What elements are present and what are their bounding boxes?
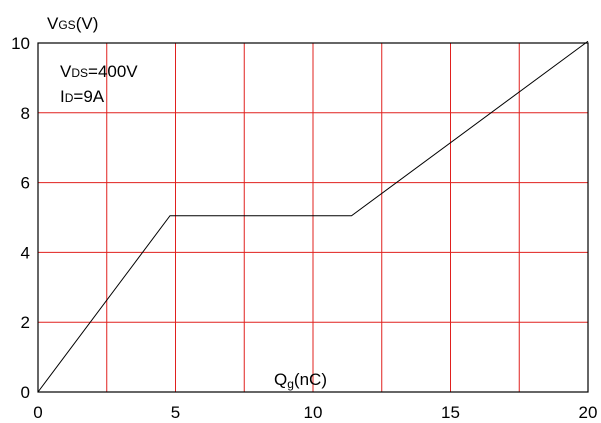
y-tick-labels: 0 2 4 6 8 10 (11, 34, 30, 402)
x-axis-label-main: Q (274, 370, 287, 389)
series-layer (37, 40, 589, 393)
x-tick-label: 15 (441, 403, 460, 422)
plot-frame (37, 42, 589, 393)
x-tick-label: 10 (304, 403, 323, 422)
grid-lines (38, 43, 588, 392)
y-axis-label-unit: (V) (76, 14, 99, 33)
annotation-id-sub: D (65, 91, 74, 105)
x-axis-label-unit: (nC) (294, 370, 327, 389)
annotation-vds-rest: =400V (88, 62, 138, 81)
annotation-vds-sub: DS (71, 66, 88, 80)
series-line (37, 40, 589, 393)
y-tick-label: 6 (21, 174, 30, 193)
x-tick-label: 5 (171, 403, 180, 422)
y-tick-label: 8 (21, 104, 30, 123)
x-axis-label-sub: g (287, 377, 294, 391)
y-axis-label: VGS(V) (47, 14, 98, 33)
y-tick-label: 2 (21, 313, 30, 332)
x-tick-label: 20 (579, 403, 598, 422)
annotation-id: ID=9A (60, 87, 105, 106)
y-tick-label: 0 (21, 383, 30, 402)
x-tick-label: 0 (33, 403, 42, 422)
x-axis-label: Qg(nC) (274, 370, 327, 391)
annotation-id-main: I (60, 87, 65, 106)
y-tick-label: 4 (21, 243, 30, 262)
annotation-id-rest: =9A (73, 87, 104, 106)
y-axis-label-main: V (47, 14, 59, 33)
y-tick-label: 10 (11, 34, 30, 53)
annotation-vds: VDS=400V (60, 62, 138, 81)
y-axis-label-sub: GS (58, 18, 75, 32)
annotation-vds-main: V (60, 62, 72, 81)
x-tick-labels: 0 5 10 15 20 (33, 403, 597, 422)
